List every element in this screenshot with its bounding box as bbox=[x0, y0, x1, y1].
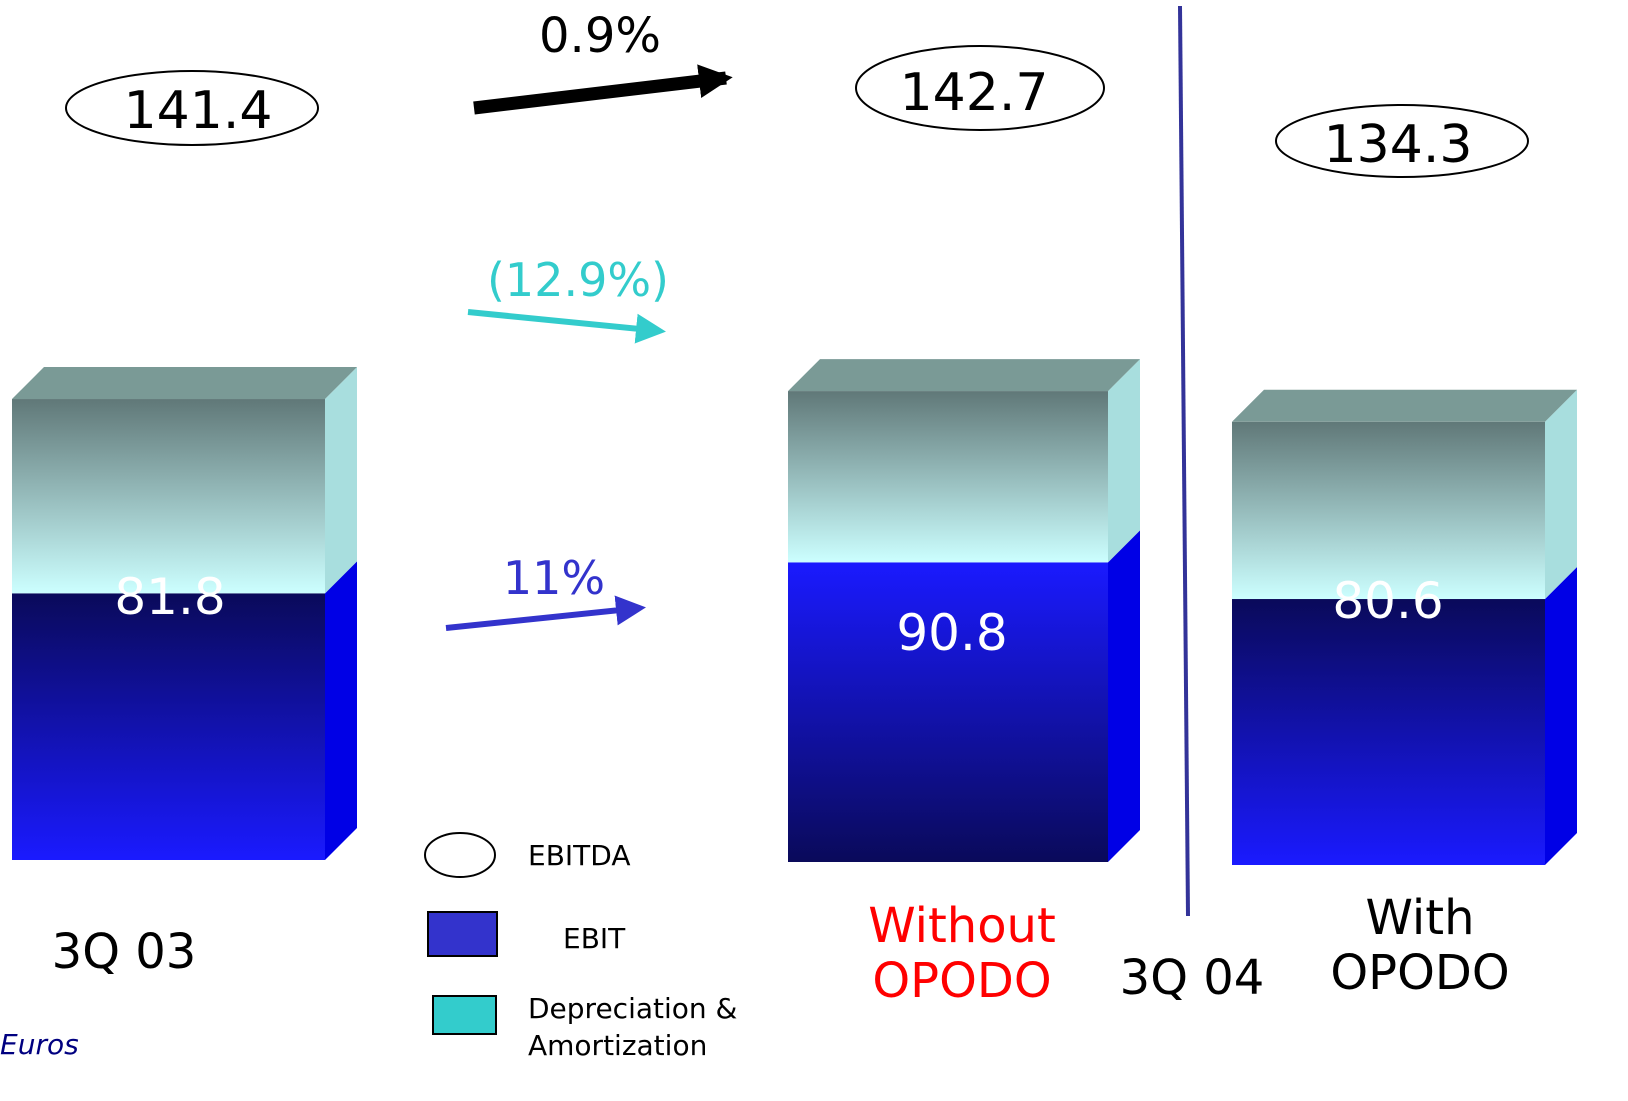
category-3q03: 3Q 03 bbox=[52, 924, 197, 980]
da-label-q03: 59.6 bbox=[112, 276, 223, 334]
da-bar-without bbox=[788, 391, 1108, 563]
legend-ebitda-swatch bbox=[424, 832, 496, 878]
da-change-label: (12.9%) bbox=[487, 253, 669, 307]
ebitda-change-arrow bbox=[473, 64, 733, 115]
category-without-line1: Without bbox=[868, 898, 1056, 954]
ebit-change-label: 11% bbox=[503, 551, 605, 605]
category-with-line1: With bbox=[1366, 890, 1475, 946]
ebit-bar-side-without bbox=[1108, 530, 1140, 862]
ebitda-oval-without bbox=[855, 45, 1105, 131]
da-bar-side-without bbox=[1108, 359, 1140, 563]
change-arrows: 0.9% (12.9%) 11% bbox=[445, 8, 733, 631]
ebitda-total-q03: 141.4 bbox=[124, 81, 273, 141]
legend-ebit-label: EBIT bbox=[563, 922, 626, 955]
ebit-label-without: 90.8 bbox=[896, 604, 1007, 662]
bar-top-q03 bbox=[12, 367, 357, 400]
ebitda-total-with: 134.3 bbox=[1324, 115, 1473, 175]
bar-top-with bbox=[1232, 389, 1577, 422]
da-label-with: 53.7 bbox=[1330, 298, 1441, 356]
divider-line bbox=[1178, 5, 1190, 917]
legend-da-label-line2: Amortization bbox=[528, 1029, 707, 1062]
legend-ebitda-label: EBITDA bbox=[528, 839, 630, 872]
segment-labels: 59.6 51.9 53.7 81.8 90.8 80.6 bbox=[112, 250, 1443, 662]
ebitda-oval-with bbox=[1275, 104, 1529, 178]
ebit-change-arrow bbox=[445, 595, 646, 631]
category-labels: 3Q 03 Without OPODO 3Q 04 With OPODO bbox=[52, 890, 1510, 1009]
bar-top-without bbox=[788, 359, 1140, 392]
ebit-label-with: 80.6 bbox=[1332, 572, 1443, 630]
da-bar-q03 bbox=[12, 399, 325, 594]
da-label-without: 51.9 bbox=[898, 250, 1009, 308]
ebit-bar-q03 bbox=[12, 593, 325, 860]
legend-da-swatch bbox=[432, 995, 497, 1035]
legend-ebit-swatch bbox=[427, 911, 498, 957]
bars-layer bbox=[12, 359, 1577, 865]
category-3q04: 3Q 04 bbox=[1120, 950, 1265, 1006]
da-bar-side-q03 bbox=[325, 367, 357, 594]
ebit-bar-without bbox=[788, 562, 1108, 862]
ebitda-oval-q03 bbox=[65, 70, 319, 146]
da-bar-with bbox=[1232, 421, 1545, 600]
ebit-bar-side-with bbox=[1545, 567, 1577, 865]
legend: EBITDA EBIT Depreciation & Amortization bbox=[424, 832, 737, 1062]
ebitda-ovals: 141.4 142.7 134.3 bbox=[65, 45, 1529, 178]
ebit-label-q03: 81.8 bbox=[114, 568, 225, 626]
ebit-bar-with bbox=[1232, 599, 1545, 865]
ebitda-change-label: 0.9% bbox=[539, 8, 661, 64]
da-change-arrow bbox=[467, 309, 666, 344]
legend-da-label-line1: Depreciation & bbox=[528, 992, 737, 1025]
category-with-line2: OPODO bbox=[1330, 945, 1509, 1001]
unit-label: Euros bbox=[0, 1028, 79, 1061]
ebitda-total-without: 142.7 bbox=[900, 63, 1049, 123]
ebit-bar-side-q03 bbox=[325, 561, 357, 860]
category-without-line2: OPODO bbox=[872, 953, 1051, 1009]
da-bar-side-with bbox=[1545, 389, 1577, 600]
